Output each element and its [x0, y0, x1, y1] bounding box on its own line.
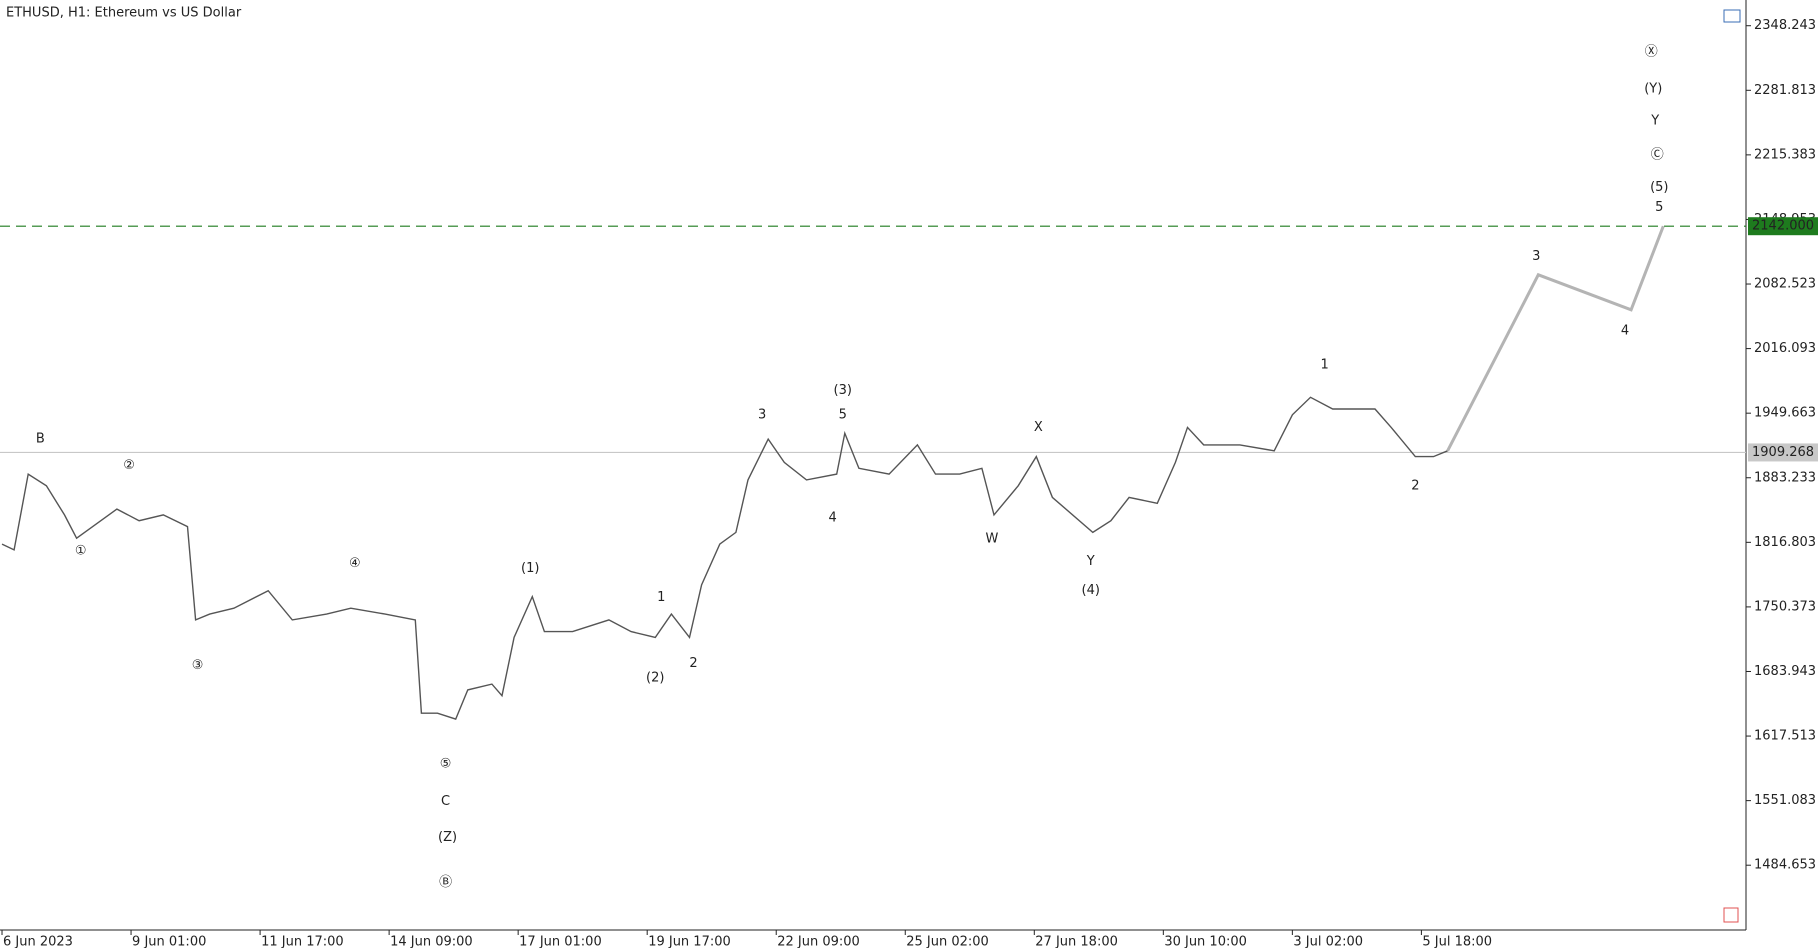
y-tick-label: 2016.093 [1754, 341, 1816, 356]
wave-label: B [36, 432, 45, 447]
wave-label: ① [75, 543, 87, 558]
wave-label: 5 [1655, 200, 1663, 215]
wave-label: 5 [839, 407, 847, 422]
wave-label: Ⓑ [439, 875, 452, 890]
y-tick-label: 1816.803 [1754, 535, 1816, 550]
wave-label: Y [1086, 554, 1095, 569]
level-label-box [1748, 217, 1818, 236]
y-tick-label: 1949.663 [1754, 406, 1816, 421]
chart-title: ETHUSD, H1: Ethereum vs US Dollar [6, 6, 242, 21]
x-tick-label: 30 Jun 10:00 [1164, 935, 1247, 948]
wave-label: 4 [829, 510, 837, 525]
x-tick-label: 19 Jun 17:00 [648, 935, 731, 948]
y-tick-label: 1750.373 [1754, 599, 1816, 614]
wave-label: 4 [1621, 324, 1629, 339]
level-label: 1909.268 [1752, 445, 1814, 460]
x-tick-label: 17 Jun 01:00 [519, 935, 602, 948]
y-tick-label: 1883.233 [1754, 470, 1816, 485]
x-tick-label: 25 Jun 02:00 [906, 935, 989, 948]
level-label: 2142.000 [1752, 219, 1814, 234]
wave-label: C [441, 794, 450, 809]
toolbar-icon[interactable] [1723, 9, 1741, 23]
y-tick-label: 1683.943 [1754, 664, 1816, 679]
wave-label: ② [123, 458, 135, 473]
x-tick-label: 3 Jul 02:00 [1293, 935, 1363, 948]
y-tick-label: 1551.083 [1754, 793, 1816, 808]
wave-label: (2) [646, 671, 664, 686]
forecast-line [1446, 225, 1665, 452]
level-label-box [1748, 443, 1818, 462]
x-tick-label: 11 Jun 17:00 [261, 935, 344, 948]
wave-label: (Y) [1644, 82, 1662, 97]
wave-label: 1 [1320, 358, 1328, 373]
wave-label: ③ [192, 658, 204, 673]
y-tick-label: 2082.523 [1754, 277, 1816, 292]
x-tick-label: 27 Jun 18:00 [1035, 935, 1118, 948]
x-tick-label: 22 Jun 09:00 [777, 935, 860, 948]
y-tick-label: 1617.513 [1754, 729, 1816, 744]
wave-label: 3 [758, 407, 766, 422]
x-tick-label: 9 Jun 01:00 [132, 935, 206, 948]
price-line [1, 396, 1448, 720]
wave-label: Ⓒ [1651, 148, 1664, 163]
y-tick-label: 2281.813 [1754, 83, 1816, 98]
wave-label: Y [1650, 114, 1659, 129]
wave-label: Ⓧ [1645, 45, 1658, 60]
wave-label: W [986, 532, 999, 547]
wave-label: (3) [834, 383, 852, 398]
wave-label: ⑤ [440, 756, 452, 771]
wave-label: X [1034, 420, 1043, 435]
corner-icon[interactable] [1723, 907, 1739, 923]
wave-label: 3 [1532, 249, 1540, 264]
wave-label: 2 [1411, 478, 1419, 493]
wave-label: ④ [349, 556, 361, 571]
wave-label: (1) [521, 561, 539, 576]
y-tick-label: 1484.653 [1754, 858, 1816, 873]
x-tick-label: 5 Jul 18:00 [1422, 935, 1492, 948]
wave-label: (5) [1650, 180, 1668, 195]
wave-label: 1 [657, 590, 665, 605]
x-tick-label: 14 Jun 09:00 [390, 935, 473, 948]
y-tick-label: 2215.383 [1754, 147, 1816, 162]
wave-label: (Z) [438, 830, 457, 845]
y-tick-label: 2348.243 [1754, 18, 1816, 33]
wave-label: 2 [689, 656, 697, 671]
wave-label: (4) [1082, 583, 1100, 598]
x-tick-label: 6 Jun 2023 [3, 935, 73, 948]
